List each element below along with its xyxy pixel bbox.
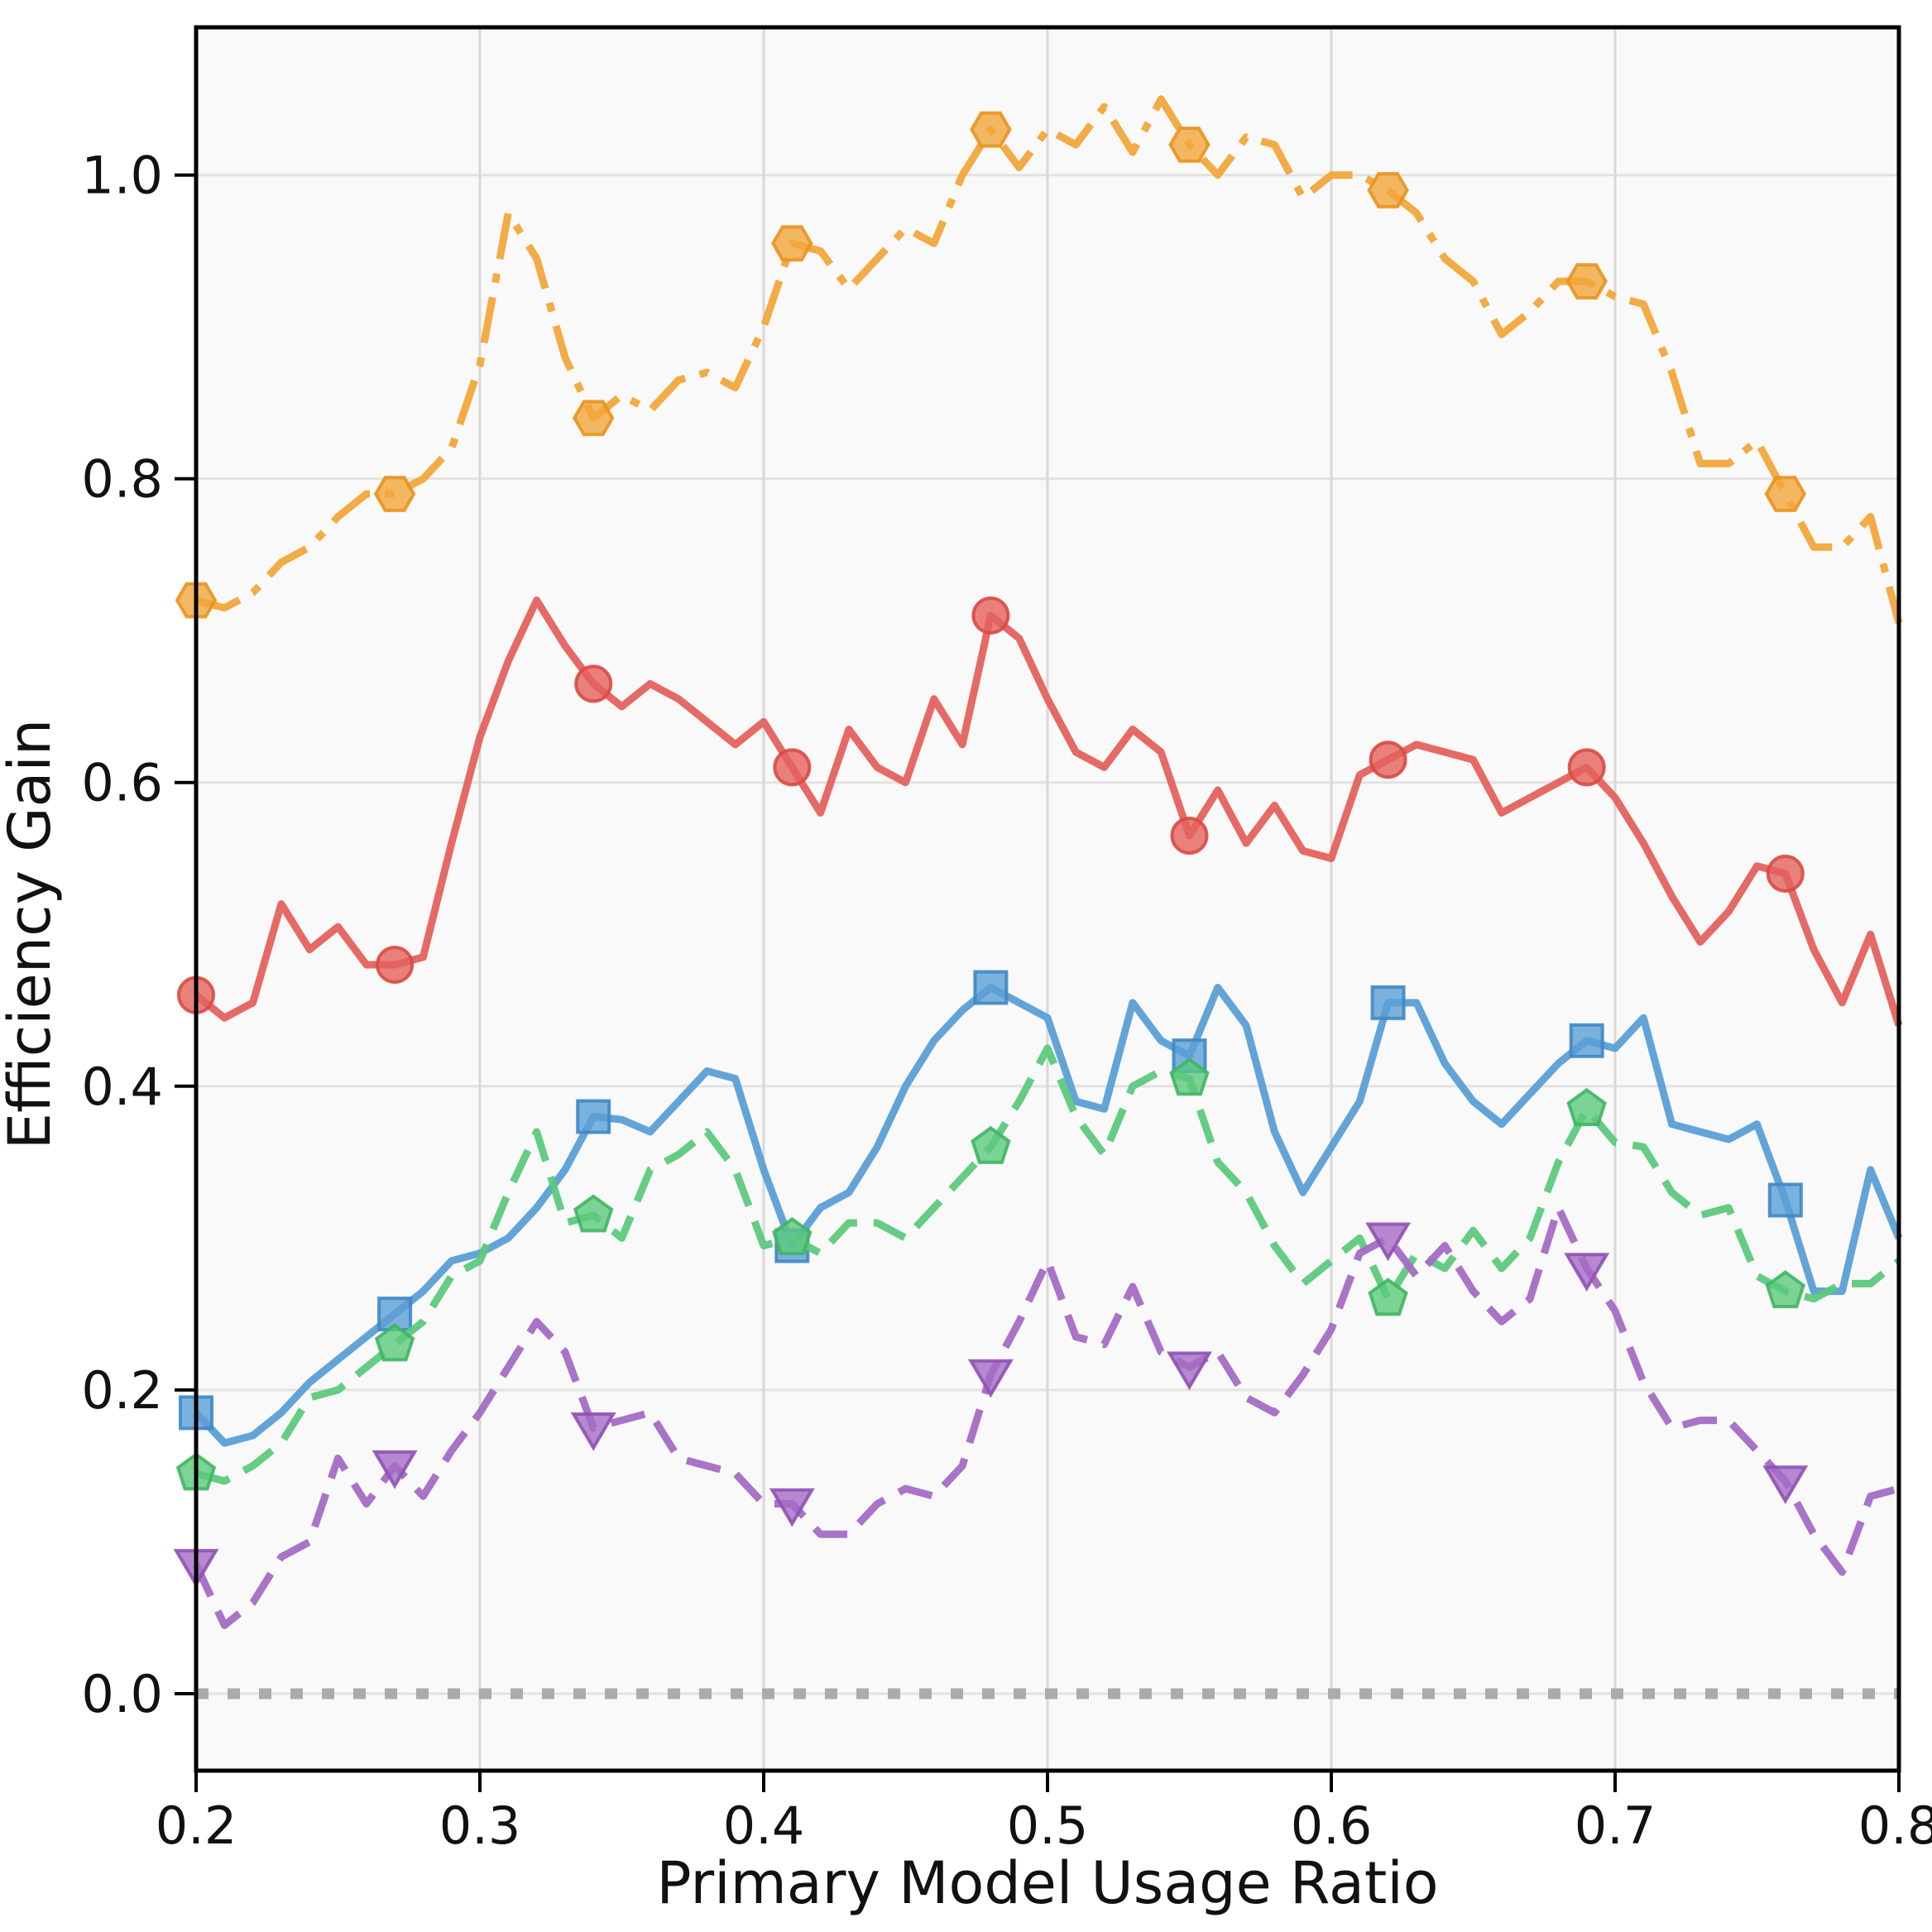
circle-marker bbox=[971, 596, 1010, 635]
square-marker bbox=[1767, 1182, 1803, 1218]
square-marker bbox=[1370, 985, 1406, 1020]
pentagon-marker bbox=[573, 1194, 614, 1233]
circle-marker bbox=[376, 945, 415, 984]
square-marker bbox=[576, 1099, 611, 1134]
y-tick-label: 0.8 bbox=[81, 449, 163, 510]
circle-marker bbox=[1766, 854, 1805, 893]
pentagon-marker bbox=[374, 1323, 415, 1362]
hexagon-marker bbox=[572, 400, 615, 437]
hexagon-marker bbox=[970, 111, 1012, 148]
circle-marker bbox=[1170, 816, 1209, 855]
pentagon-marker bbox=[971, 1125, 1011, 1164]
purple-line bbox=[192, 1204, 1901, 1629]
y-tick-label: 0.2 bbox=[81, 1360, 163, 1421]
green-line bbox=[194, 1044, 1901, 1485]
y-tick-label: 0.0 bbox=[81, 1664, 163, 1724]
circle-marker bbox=[1369, 741, 1407, 779]
x-axis-label: Primary Model Usage Ratio bbox=[656, 1849, 1438, 1917]
axes-layer: 0.2 0.3 0.4 0.5 0.6 0.7 0.8 0.0 0.2 0.4 0.6 0.8 1.0 bbox=[81, 25, 1932, 1856]
y-axis-label: Efficiency Gain bbox=[0, 719, 64, 1149]
hexagon-marker bbox=[373, 476, 416, 512]
hexagon-marker bbox=[1565, 263, 1608, 300]
circle-marker bbox=[574, 664, 613, 703]
triangle-down-marker bbox=[1167, 1351, 1212, 1391]
triangle-down-marker bbox=[570, 1412, 616, 1451]
circle-marker bbox=[773, 748, 812, 787]
red-line bbox=[194, 596, 1903, 1027]
pentagon-marker bbox=[1169, 1057, 1210, 1096]
y-tick-label: 0.6 bbox=[81, 753, 163, 813]
orange-line bbox=[194, 95, 1903, 625]
square-marker bbox=[1569, 1023, 1604, 1058]
triangle-down-marker bbox=[1762, 1465, 1809, 1504]
triangle-down-marker bbox=[769, 1488, 815, 1527]
purple-markers bbox=[173, 1222, 1809, 1588]
x-tick-label: 0.5 bbox=[1007, 1795, 1089, 1856]
x-tick-label: 0.2 bbox=[156, 1795, 237, 1856]
triangle-down-marker bbox=[1365, 1222, 1412, 1262]
x-tick-label: 0.3 bbox=[439, 1795, 521, 1856]
x-tick-label: 0.7 bbox=[1575, 1795, 1656, 1856]
x-tick-label: 0.6 bbox=[1291, 1795, 1373, 1856]
hexagon-marker bbox=[1764, 476, 1807, 512]
green-markers bbox=[175, 1057, 1806, 1491]
series-layer bbox=[173, 95, 1903, 1699]
hexagon-marker bbox=[770, 225, 813, 262]
circle-marker bbox=[1567, 748, 1606, 787]
x-tick-label: 0.8 bbox=[1858, 1795, 1932, 1856]
triangle-down-marker bbox=[1564, 1253, 1610, 1292]
triangle-down-marker bbox=[967, 1359, 1014, 1398]
pentagon-marker bbox=[1566, 1087, 1607, 1126]
hexagon-marker bbox=[1367, 172, 1409, 209]
pentagon-marker bbox=[772, 1216, 813, 1255]
y-tick-label: 1.0 bbox=[81, 146, 163, 206]
x-tick-label: 0.4 bbox=[723, 1795, 805, 1856]
triangle-down-marker bbox=[372, 1450, 418, 1489]
pentagon-marker bbox=[1368, 1278, 1408, 1316]
hexagon-marker bbox=[1168, 126, 1210, 163]
y-tick-label: 0.4 bbox=[81, 1057, 163, 1117]
orange-markers bbox=[175, 111, 1807, 619]
pentagon-marker bbox=[1765, 1270, 1806, 1309]
square-marker bbox=[973, 970, 1009, 1005]
